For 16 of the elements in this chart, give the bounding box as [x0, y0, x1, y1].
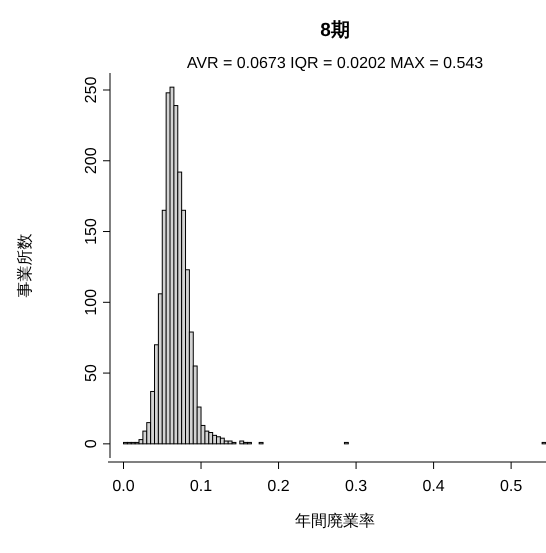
y-tick-label: 100 — [83, 288, 100, 316]
x-tick-label: 0.3 — [344, 478, 368, 495]
chart-title: 8期 — [320, 20, 350, 41]
x-tick-label: 0.1 — [190, 478, 212, 495]
y-tick-label: 200 — [83, 147, 100, 174]
y-tick-label: 50 — [83, 364, 100, 382]
x-tick-label: 0.0 — [112, 478, 135, 495]
x-tick-label: 0.5 — [500, 478, 522, 495]
y-tick-label: 0 — [83, 439, 100, 448]
y-tick-label: 150 — [83, 218, 100, 245]
chart-subtitle: AVR = 0.0673 IQR = 0.0202 MAX = 0.543 — [186, 55, 484, 72]
y-tick-label: 250 — [83, 76, 100, 104]
x-tick-label: 0.2 — [267, 478, 290, 495]
x-axis-title: 年間廃業率 — [295, 512, 375, 530]
y-axis-title: 事業所数 — [16, 234, 34, 298]
x-tick-label: 0.4 — [422, 478, 445, 495]
